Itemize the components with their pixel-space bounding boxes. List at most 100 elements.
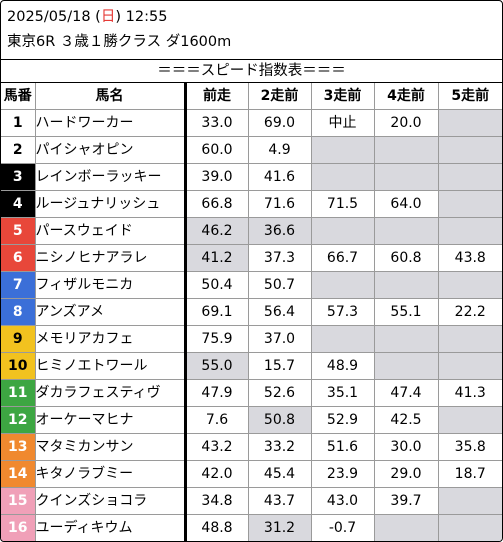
speed-index-5 [437,163,502,191]
col-header-5-races-ago: 5走前 [437,83,502,110]
race-datetime: 2025/05/18 (日) 12:55 [7,9,168,25]
table-subtitle: ＝＝＝スピード指数表＝＝＝ [1,59,502,83]
speed-index-5 [437,325,502,353]
horse-name: ヒミノエトワール [34,352,186,380]
speed-index-2: 37.3 [247,244,312,272]
horse-number: 14 [1,460,36,488]
horse-number: 3 [1,163,36,191]
speed-index-3: 43.0 [310,487,375,515]
speed-index-2: 50.7 [247,271,312,299]
table-row: 14 キタノラブミー 42.0 45.4 23.9 29.0 18.7 [1,460,502,488]
race-title: 東京6R ３歳１勝クラス ダ1600m [7,34,232,50]
speed-index-1: 60.0 [183,136,249,164]
horse-name: ダカラフェスティヴ [34,379,186,407]
speed-index-5 [437,217,502,245]
horse-number: 13 [1,433,36,461]
speed-index-1: 66.8 [183,190,249,218]
speed-index-5: 43.8 [437,244,502,272]
table-row: 6 ニシノヒナアラレ 41.2 37.3 66.7 60.8 43.8 [1,244,502,272]
horse-number: 10 [1,352,36,380]
speed-index-3: 71.5 [310,190,375,218]
speed-index-3 [310,136,375,164]
speed-index-2: 15.7 [247,352,312,380]
table-row: 7 フィザルモニカ 50.4 50.7 [1,271,502,299]
table-row: 15 クインズショコラ 34.8 43.7 43.0 39.7 [1,487,502,515]
race-time: 12:55 [125,9,168,25]
speed-index-4: 64.0 [373,190,439,218]
speed-index-4: 47.4 [373,379,439,407]
horse-name: キタノラブミー [34,460,186,488]
speed-index-3: 23.9 [310,460,375,488]
table-row: 13 マタミカンサン 43.2 33.2 51.6 30.0 35.8 [1,433,502,461]
horse-number: 2 [1,136,36,164]
horse-name: ハードワーカー [34,109,186,137]
horse-name: パースウェイド [34,217,186,245]
speed-index-4 [373,352,439,380]
speed-index-2: 37.0 [247,325,312,353]
horse-number: 11 [1,379,36,407]
horse-name: アンズアメ [34,298,186,326]
speed-index-5 [437,190,502,218]
horse-name: マタミカンサン [34,433,186,461]
horse-name: ルージュナリッシュ [34,190,186,218]
speed-index-5: 18.7 [437,460,502,488]
speed-index-2: 50.8 [247,406,312,434]
speed-index-4 [373,136,439,164]
speed-index-5: 22.2 [437,298,502,326]
speed-index-4 [373,325,439,353]
speed-index-5 [437,109,502,137]
speed-index-4 [373,514,439,541]
speed-index-2: 69.0 [247,109,312,137]
speed-index-3: 66.7 [310,244,375,272]
horse-number: 6 [1,244,36,272]
horse-name: オーケーマヒナ [34,406,186,434]
speed-index-3 [310,271,375,299]
speed-index-1: 33.0 [183,109,249,137]
table-row: 2 パイシャオピン 60.0 4.9 [1,136,502,164]
horse-name: レインボーラッキー [34,163,186,191]
horse-number: 5 [1,217,36,245]
horse-number: 12 [1,406,36,434]
horse-number: 4 [1,190,36,218]
speed-index-5: 41.3 [437,379,502,407]
speed-index-1: 50.4 [183,271,249,299]
speed-index-4: 39.7 [373,487,439,515]
speed-index-1: 43.2 [183,433,249,461]
speed-index-2: 31.2 [247,514,312,541]
speed-index-2: 52.6 [247,379,312,407]
speed-index-2: 33.2 [247,433,312,461]
speed-index-4: 30.0 [373,433,439,461]
speed-index-3: 35.1 [310,379,375,407]
speed-index-4: 55.1 [373,298,439,326]
col-header-name: 馬名 [34,83,186,110]
table-row: 1 ハードワーカー 33.0 69.0 中止 20.0 [1,109,502,137]
speed-index-3 [310,163,375,191]
speed-index-3: 中止 [310,109,375,137]
speed-index-5 [437,487,502,515]
table-row: 3 レインボーラッキー 39.0 41.6 [1,163,502,191]
race-day: 日 [100,9,116,25]
race-date: 2025/05/18 [7,9,91,25]
speed-index-5 [437,136,502,164]
speed-index-1: 48.8 [183,514,249,541]
speed-index-5 [437,271,502,299]
table-row: 4 ルージュナリッシュ 66.8 71.6 71.5 64.0 [1,190,502,218]
speed-index-3: -0.7 [310,514,375,541]
horse-number: 16 [1,514,36,541]
speed-index-1: 55.0 [183,352,249,380]
speed-index-3: 57.3 [310,298,375,326]
horse-number: 15 [1,487,36,515]
speed-index-2: 56.4 [247,298,312,326]
speed-index-2: 4.9 [247,136,312,164]
speed-index-5: 35.8 [437,433,502,461]
speed-index-1: 34.8 [183,487,249,515]
table-row: 10 ヒミノエトワール 55.0 15.7 48.9 [1,352,502,380]
speed-index-1: 39.0 [183,163,249,191]
speed-index-4: 29.0 [373,460,439,488]
table-row: 11 ダカラフェスティヴ 47.9 52.6 35.1 47.4 41.3 [1,379,502,407]
speed-index-2: 36.6 [247,217,312,245]
horse-name: メモリアカフェ [34,325,186,353]
horse-name: パイシャオピン [34,136,186,164]
speed-index-3: 48.9 [310,352,375,380]
speed-index-2: 43.7 [247,487,312,515]
